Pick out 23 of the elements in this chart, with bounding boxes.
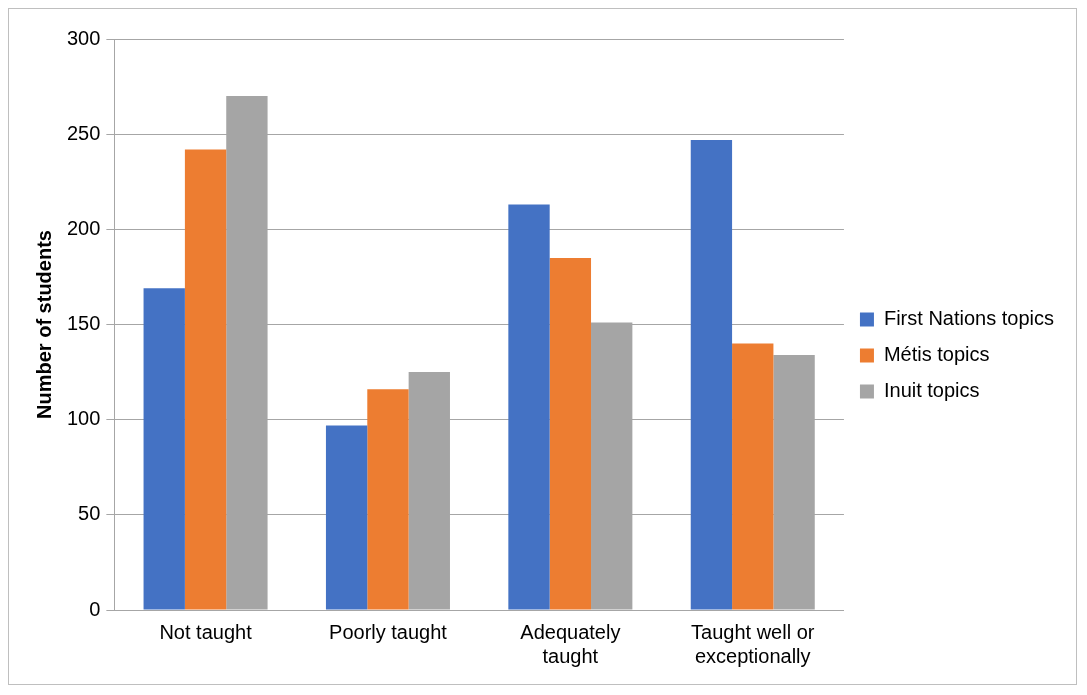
- y-axis-title: Number of students: [32, 230, 55, 419]
- bar: [508, 204, 550, 610]
- x-tick-label: Taught well or exceptionally: [691, 620, 815, 667]
- y-tick-label: 250: [66, 121, 101, 144]
- y-tick-label: 150: [66, 312, 101, 335]
- legend-label: First Nations topics: [883, 307, 1055, 330]
- bar: [184, 149, 227, 610]
- y-tick-label: 0: [89, 597, 101, 620]
- bar: [143, 288, 185, 610]
- y-tick-label: 200: [66, 216, 101, 239]
- bar: [367, 389, 409, 610]
- bar: [325, 425, 368, 610]
- x-tick-label: Not taught: [159, 620, 253, 643]
- y-tick-label: 100: [66, 407, 101, 430]
- x-tick-label: Poorly taught: [329, 620, 448, 643]
- y-tick-label: 300: [66, 26, 101, 49]
- legend-label: Métis topics: [883, 343, 990, 366]
- x-tick-label: Adequately taught: [520, 620, 621, 667]
- bar: [690, 139, 733, 610]
- bar: [732, 343, 774, 610]
- y-tick-label: 50: [78, 502, 101, 525]
- bar: [549, 257, 592, 610]
- legend-label: Inuit topics: [883, 379, 980, 402]
